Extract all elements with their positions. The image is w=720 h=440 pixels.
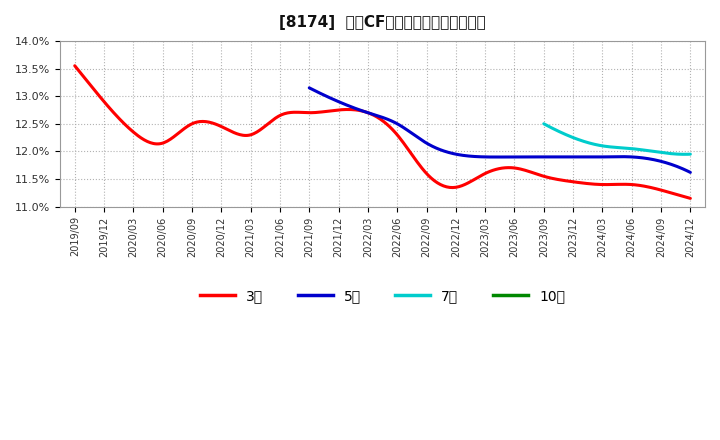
Legend: 3年, 5年, 7年, 10年: 3年, 5年, 7年, 10年 — [194, 283, 570, 308]
Title: [8174]  営業CFマージンの平均値の推移: [8174] 営業CFマージンの平均値の推移 — [279, 15, 486, 30]
